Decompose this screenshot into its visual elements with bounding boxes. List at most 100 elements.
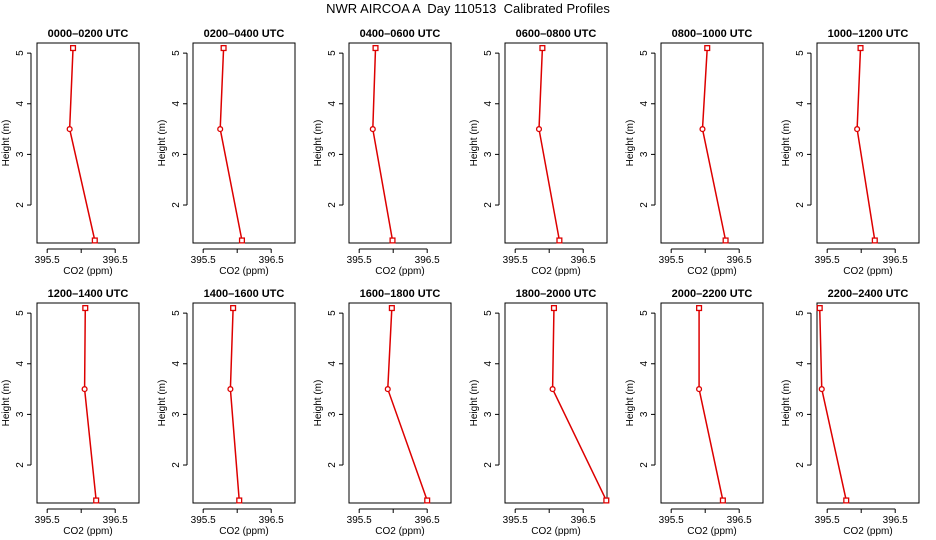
y-tick-label: 4	[795, 361, 806, 367]
data-point	[719, 497, 726, 504]
y-axis-label: Height (m)	[1, 120, 12, 167]
profile-line	[551, 308, 607, 501]
y-tick-label: 5	[327, 50, 338, 56]
profile-line	[229, 308, 240, 501]
x-tick-label: 395.5	[347, 515, 372, 526]
y-tick-label: 5	[639, 310, 650, 316]
x-tick-label: 395.5	[191, 255, 216, 266]
data-point	[236, 497, 243, 504]
data-point	[871, 237, 878, 244]
data-point	[66, 126, 73, 133]
plot-frame	[348, 302, 452, 504]
y-tick-label: 4	[483, 101, 494, 107]
profile-line	[83, 308, 97, 501]
data-point	[93, 497, 100, 504]
x-axis-label: CO2 (ppm)	[843, 266, 892, 277]
plot-frame	[348, 42, 452, 244]
x-tick-label: 395.5	[191, 515, 216, 526]
y-tick-label: 5	[327, 310, 338, 316]
panel-title: 0000–0200 UTC	[48, 28, 129, 40]
panel-title: 1000–1200 UTC	[828, 28, 909, 40]
panel-title: 1200–1400 UTC	[48, 288, 129, 300]
plot-frame	[504, 302, 608, 504]
panel-title: 1800–2000 UTC	[516, 288, 597, 300]
plot-frame	[36, 42, 140, 244]
data-point	[388, 305, 395, 312]
panel-title: 2000–2200 UTC	[672, 288, 753, 300]
data-point	[91, 237, 98, 244]
y-tick-label: 5	[795, 50, 806, 56]
y-tick-label: 3	[15, 411, 26, 417]
x-tick-label: 396.5	[103, 255, 128, 266]
data-point	[384, 386, 391, 393]
y-tick-label: 3	[795, 151, 806, 157]
y-axis-label: Height (m)	[625, 380, 636, 427]
y-tick-label: 4	[171, 361, 182, 367]
y-tick-label: 2	[15, 202, 26, 208]
panel-title: 0200–0400 UTC	[204, 28, 285, 40]
y-tick-label: 5	[171, 50, 182, 56]
data-point	[369, 126, 376, 133]
data-point	[535, 126, 543, 133]
x-axis-label: CO2 (ppm)	[219, 526, 268, 537]
x-axis-label: CO2 (ppm)	[531, 526, 580, 537]
data-point	[603, 497, 610, 504]
y-axis-label: Height (m)	[1, 380, 12, 427]
plot-frame	[660, 302, 764, 504]
y-tick-label: 3	[327, 151, 338, 157]
plot-frame	[816, 302, 920, 504]
data-point	[843, 497, 850, 504]
x-tick-label: 396.5	[883, 515, 908, 526]
y-tick-label: 2	[639, 462, 650, 468]
y-tick-label: 3	[639, 151, 650, 157]
y-tick-label: 2	[795, 202, 806, 208]
data-point	[82, 305, 89, 312]
y-tick-label: 2	[795, 462, 806, 468]
data-point	[550, 305, 558, 312]
y-tick-label: 4	[171, 101, 182, 107]
x-axis-label: CO2 (ppm)	[63, 266, 112, 277]
x-tick-label: 396.5	[571, 255, 596, 266]
plot-frame	[192, 302, 296, 504]
x-axis-label: CO2 (ppm)	[63, 526, 112, 537]
x-tick-label: 395.5	[35, 515, 60, 526]
profile-line	[387, 308, 428, 501]
data-point	[556, 237, 563, 244]
data-point	[389, 237, 396, 244]
x-tick-label: 396.5	[727, 515, 752, 526]
x-tick-label: 395.5	[35, 255, 60, 266]
x-axis-label: CO2 (ppm)	[531, 266, 580, 277]
x-tick-label: 396.5	[571, 515, 596, 526]
y-tick-label: 5	[171, 310, 182, 316]
y-tick-label: 5	[639, 50, 650, 56]
y-tick-label: 3	[327, 411, 338, 417]
x-axis-label: CO2 (ppm)	[375, 266, 424, 277]
y-tick-label: 5	[483, 310, 494, 316]
panel-title: 1400–1600 UTC	[204, 288, 285, 300]
x-tick-label: 396.5	[727, 255, 752, 266]
data-point	[857, 45, 864, 52]
panel-title: 0600–0800 UTC	[516, 28, 597, 40]
x-tick-label: 395.5	[659, 255, 684, 266]
y-tick-label: 3	[795, 411, 806, 417]
y-tick-label: 4	[795, 101, 806, 107]
data-point	[854, 126, 861, 133]
figure-title: NWR AIRCOA A Day 110513 Calibrated Profi…	[326, 1, 610, 16]
y-tick-label: 3	[15, 151, 26, 157]
x-tick-label: 395.5	[503, 255, 528, 266]
y-tick-label: 3	[171, 411, 182, 417]
profile-line	[701, 48, 727, 241]
x-tick-label: 396.5	[103, 515, 128, 526]
y-tick-label: 2	[327, 462, 338, 468]
x-tick-label: 396.5	[415, 255, 440, 266]
profile-line	[219, 48, 243, 241]
profile-line	[818, 308, 847, 501]
data-point	[696, 386, 703, 393]
y-tick-label: 3	[171, 151, 182, 157]
